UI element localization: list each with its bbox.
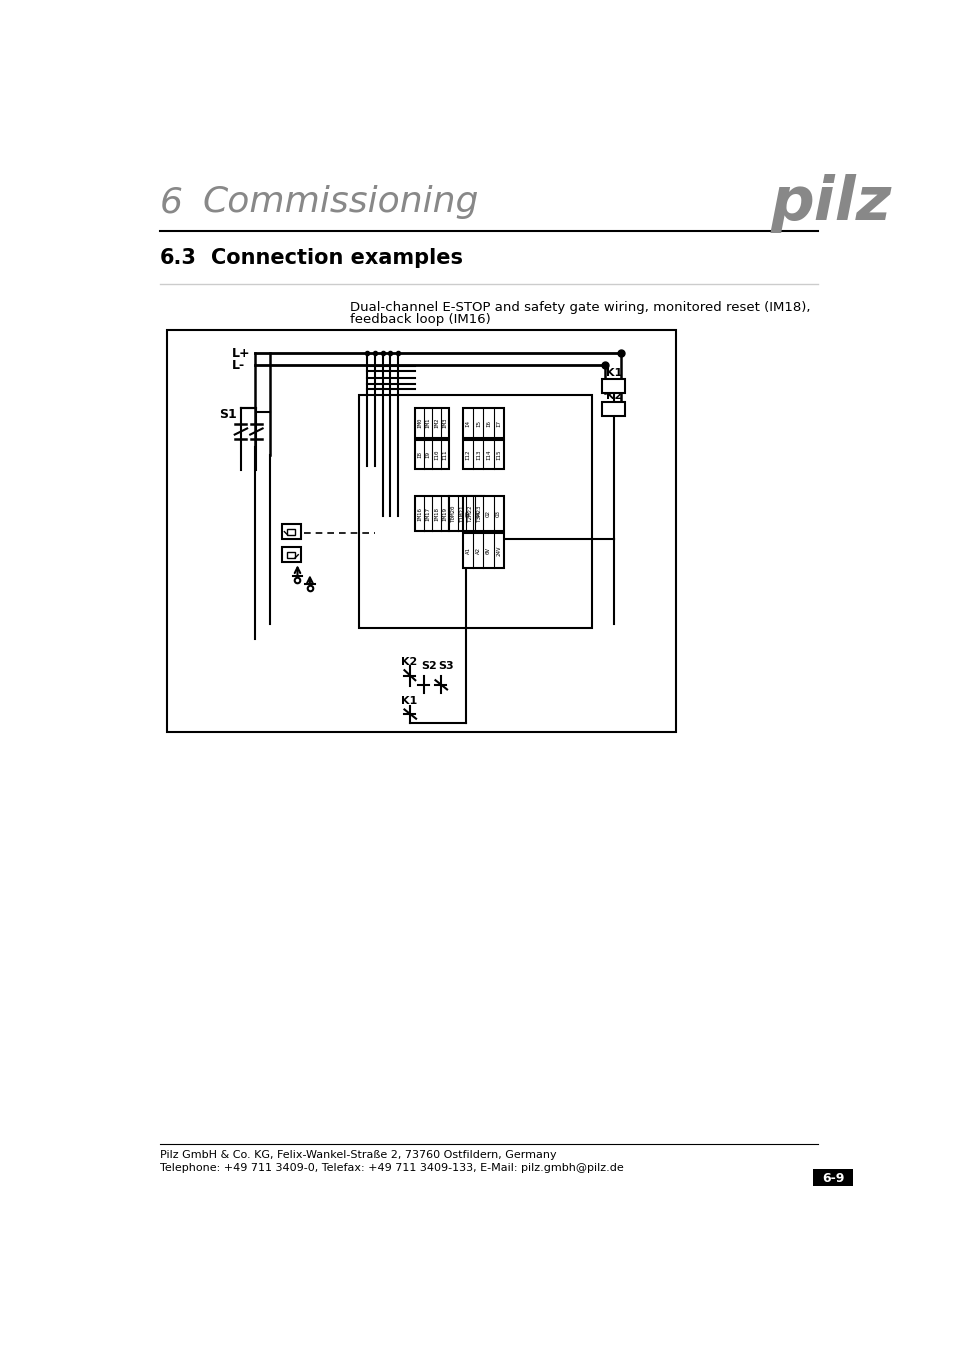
Text: I7: I7 [496, 420, 500, 427]
Bar [812, 1169, 852, 1187]
Text: O3: O3 [496, 510, 500, 517]
Text: Dual-channel E-STOP and safety gate wiring, monitored reset (IM18),: Dual-channel E-STOP and safety gate wiri… [350, 301, 810, 313]
Text: 6.3: 6.3 [159, 248, 196, 269]
Text: Pilz GmbH & Co. KG, Felix-Wankel-Straße 2, 73760 Ostfildern, Germany: Pilz GmbH & Co. KG, Felix-Wankel-Straße … [159, 1150, 556, 1160]
Bar [463, 440, 503, 470]
Text: I14: I14 [485, 450, 491, 460]
Bar [167, 329, 675, 732]
Text: I8: I8 [416, 451, 421, 458]
Text: K1: K1 [400, 697, 416, 706]
Text: I12: I12 [465, 450, 471, 460]
Text: I13: I13 [476, 450, 480, 460]
Bar [463, 533, 503, 568]
Text: IM3: IM3 [442, 417, 447, 428]
Text: O2: O2 [485, 510, 491, 517]
Text: I9: I9 [425, 451, 430, 458]
Text: IM19: IM19 [442, 506, 447, 521]
Text: L-: L- [232, 359, 245, 371]
Bar [282, 547, 300, 563]
Text: K2: K2 [400, 657, 416, 667]
Text: IM18: IM18 [434, 506, 438, 521]
Text: 6: 6 [159, 185, 182, 219]
Text: Connection examples: Connection examples [211, 248, 462, 269]
Text: I5: I5 [476, 420, 480, 427]
Text: IM16: IM16 [416, 506, 421, 521]
Text: I11: I11 [442, 450, 447, 460]
Text: I4: I4 [465, 420, 471, 427]
Bar [463, 409, 503, 437]
Text: IM0: IM0 [416, 417, 421, 428]
Text: L+: L+ [232, 347, 250, 360]
Bar [601, 402, 624, 416]
Text: IM17: IM17 [425, 506, 430, 521]
Bar [463, 497, 503, 531]
Text: Commissioning: Commissioning [203, 185, 478, 219]
Text: 24V: 24V [496, 545, 500, 556]
Text: S2: S2 [421, 660, 436, 671]
Text: pilz: pilz [769, 174, 891, 232]
Bar [415, 409, 449, 437]
Text: O0: O0 [465, 510, 471, 517]
Text: K2: K2 [605, 392, 621, 401]
Text: K1: K1 [605, 369, 621, 378]
Text: Telephone: +49 711 3409-0, Telefax: +49 711 3409-133, E-Mail: pilz.gmbh@pilz.de: Telephone: +49 711 3409-0, Telefax: +49 … [159, 1162, 622, 1173]
Text: IM1: IM1 [425, 417, 430, 428]
Bar [282, 524, 300, 539]
Text: I6: I6 [485, 420, 491, 427]
Bar [287, 552, 294, 558]
Text: O1: O1 [476, 510, 480, 517]
Bar [287, 528, 294, 535]
Text: feedback loop (IM16): feedback loop (IM16) [350, 313, 491, 325]
Bar [415, 440, 449, 470]
Text: T2M22: T2M22 [468, 505, 473, 522]
Text: 6-9: 6-9 [821, 1172, 843, 1185]
Bar [359, 394, 592, 628]
Bar [601, 379, 624, 393]
Text: S1: S1 [219, 408, 236, 421]
Bar [449, 497, 483, 531]
Text: A1: A1 [465, 547, 471, 553]
Text: S3: S3 [438, 660, 454, 671]
Text: I10: I10 [434, 450, 438, 460]
Text: T0M20: T0M20 [451, 505, 456, 522]
Text: A2: A2 [476, 547, 480, 553]
Text: I15: I15 [496, 450, 500, 460]
Text: T1M21: T1M21 [459, 505, 464, 522]
Text: T3M23: T3M23 [476, 505, 481, 522]
Bar [415, 497, 449, 531]
Text: IM2: IM2 [434, 417, 438, 428]
Text: 0V: 0V [485, 547, 491, 553]
